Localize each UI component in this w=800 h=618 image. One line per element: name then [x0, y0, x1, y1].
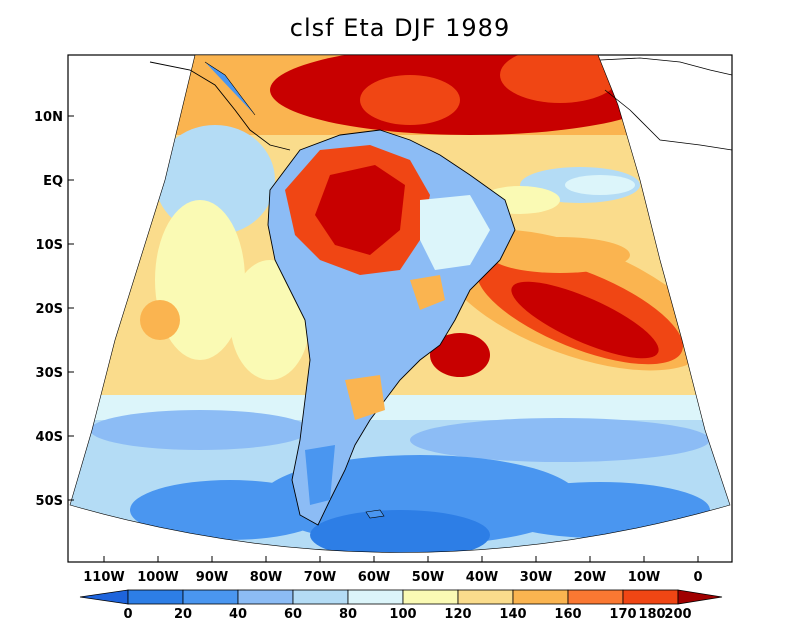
lon-label: 0: [693, 570, 702, 585]
lon-label: 110W: [83, 570, 124, 585]
longitude-axis: 110W 100W 90W 80W 70W 60W 50W 40W 30W 20…: [83, 556, 703, 585]
colorbar-bin: [622, 589, 679, 605]
lon-label: 70W: [304, 570, 336, 585]
lon-label: 50W: [412, 570, 444, 585]
colorbar-bin: [292, 589, 349, 605]
central-america-coast: [149, 61, 291, 151]
colorbar-bin: [457, 589, 514, 605]
colorbar-bin: [512, 589, 569, 605]
south-america: [267, 129, 516, 526]
lon-label: 60W: [358, 570, 390, 585]
latitude-axis: 10N EQ 10S 20S 30S 40S 50S: [34, 110, 74, 509]
colorbar-high-arrow: [677, 589, 723, 605]
africa-coast: [599, 57, 733, 151]
colorbar: 0 20 40 60 80 100 120 140 160 170 180 20…: [79, 589, 723, 618]
falkland-islands: [365, 509, 385, 519]
colorbar-tick: 20: [174, 607, 192, 618]
colorbar-low-arrow: [79, 589, 129, 605]
colorbar-tick: 140: [499, 607, 526, 618]
colorbar-tick: 180: [638, 607, 665, 618]
lon-label: 100W: [137, 570, 178, 585]
lat-label: 10N: [34, 110, 63, 125]
colorbar-bin: [182, 589, 239, 605]
lon-label: 40W: [466, 570, 498, 585]
colorbar-bin: [237, 589, 294, 605]
colorbar-bin: [402, 589, 459, 605]
map-title: clsf Eta DJF 1989: [289, 14, 511, 42]
colorbar-bin: [347, 589, 404, 605]
lon-label: 20W: [574, 570, 606, 585]
lat-label: 10S: [36, 238, 63, 253]
colorbar-tick: 170: [609, 607, 636, 618]
colorbar-tick: 80: [339, 607, 357, 618]
lon-label: 10W: [628, 570, 660, 585]
colorbar-tick: 100: [389, 607, 416, 618]
lat-label: 40S: [36, 430, 63, 445]
colorbar-tick: 0: [123, 607, 132, 618]
lat-label: 50S: [36, 494, 63, 509]
lon-label: 30W: [520, 570, 552, 585]
lat-label: EQ: [43, 174, 63, 189]
colorbar-bin: [127, 589, 184, 605]
colorbar-tick: 40: [229, 607, 247, 618]
colorbar-tick: 200: [664, 607, 691, 618]
colorbar-bin: [567, 589, 624, 605]
lat-label: 20S: [36, 302, 63, 317]
colorbar-tick: 160: [554, 607, 581, 618]
lat-label: 30S: [36, 366, 63, 381]
colorbar-tick: 60: [284, 607, 302, 618]
lon-label: 80W: [250, 570, 282, 585]
colorbar-tick: 120: [444, 607, 471, 618]
lon-label: 90W: [196, 570, 228, 585]
